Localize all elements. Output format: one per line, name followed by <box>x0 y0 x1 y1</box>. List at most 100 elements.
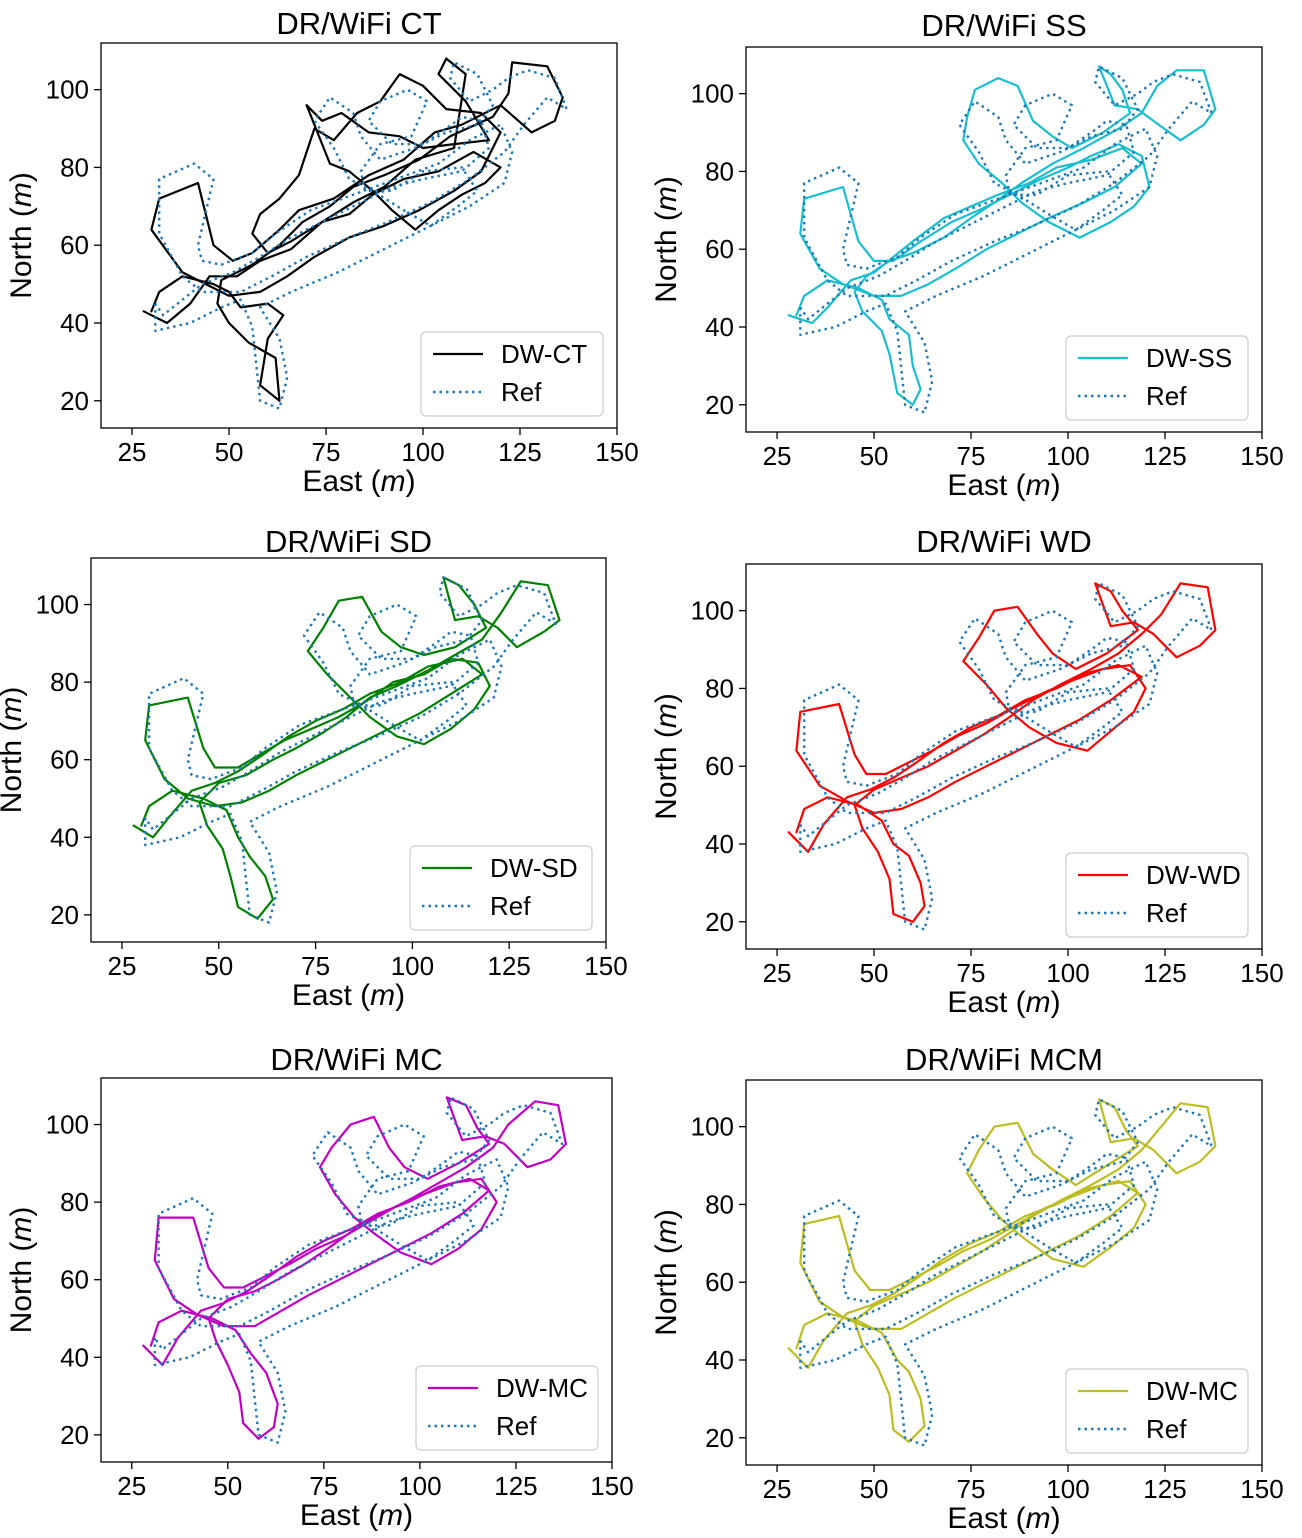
legend: DW-SS Ref <box>1065 335 1249 421</box>
x-tick-label: 150 <box>584 951 627 981</box>
x-tick-label: 150 <box>590 1471 633 1501</box>
x-tick-label: 150 <box>1240 958 1283 988</box>
x-axis-label: East (m) <box>292 979 405 1012</box>
y-tick-label: 100 <box>691 596 734 626</box>
chart-title: DR/WiFi CT <box>276 6 441 41</box>
legend-label: DW-CT <box>501 339 587 369</box>
x-axis-label: East (m) <box>300 1499 413 1532</box>
series-line-dw-mc <box>142 1096 567 1440</box>
x-axis-label: East (m) <box>947 986 1060 1019</box>
x-tick-label: 25 <box>763 1474 792 1504</box>
axes-frame <box>745 1079 1263 1466</box>
x-tick-label: 125 <box>488 951 531 981</box>
legend-label: DW-WD <box>1146 860 1241 890</box>
y-tick-label: 80 <box>60 1187 89 1217</box>
legend: DW-SD Ref <box>409 845 593 931</box>
x-tick-label: 50 <box>860 441 889 471</box>
plot-area <box>142 57 568 410</box>
x-tick-label: 125 <box>1143 1474 1186 1504</box>
plot-area <box>787 1098 1217 1447</box>
x-tick-label: 25 <box>117 1471 146 1501</box>
legend-label: Ref <box>501 377 542 407</box>
series-line-ref <box>153 1096 564 1444</box>
legend-label: DW-SS <box>1146 343 1232 373</box>
legend-label: Ref <box>1146 1414 1187 1444</box>
series-line-dw-mc <box>787 1098 1217 1443</box>
y-axis-label: North (m) <box>5 172 38 299</box>
y-tick-label: 80 <box>60 152 89 182</box>
x-tick-label: 125 <box>498 437 541 467</box>
chart-title: DR/WiFi MCM <box>905 1042 1103 1077</box>
series-line-dw-ct <box>142 57 564 402</box>
x-tick-label: 50 <box>204 951 233 981</box>
y-tick-label: 20 <box>50 900 79 930</box>
y-tick-label: 80 <box>705 1189 734 1219</box>
y-axis-label: North (m) <box>0 687 28 814</box>
axes-frame <box>745 46 1263 433</box>
x-tick-label: 50 <box>213 1471 242 1501</box>
x-tick-label: 50 <box>215 437 244 467</box>
series-line-ref <box>799 65 1213 414</box>
y-tick-label: 60 <box>705 751 734 781</box>
axes-frame <box>100 1077 613 1463</box>
y-tick-label: 40 <box>705 1345 734 1375</box>
y-tick-label: 100 <box>691 1112 734 1142</box>
legend-label: Ref <box>496 1411 537 1441</box>
x-tick-label: 75 <box>312 437 341 467</box>
plot-area <box>787 65 1217 414</box>
x-tick-label: 100 <box>398 1471 441 1501</box>
y-tick-label: 100 <box>46 1110 89 1140</box>
x-axis-label: East (m) <box>302 465 415 498</box>
y-tick-label: 40 <box>705 312 734 342</box>
y-tick-label: 60 <box>60 1265 89 1295</box>
y-tick-label: 80 <box>50 667 79 697</box>
y-tick-label: 60 <box>705 1267 734 1297</box>
series-line-dw-sd <box>132 576 561 920</box>
y-tick-label: 60 <box>705 234 734 264</box>
y-tick-label: 40 <box>705 829 734 859</box>
x-tick-label: 25 <box>763 441 792 471</box>
chart-title: DR/WiFi SS <box>921 8 1086 43</box>
y-tick-label: 20 <box>705 907 734 937</box>
y-tick-label: 40 <box>60 308 89 338</box>
legend-label: DW-MC <box>496 1373 588 1403</box>
y-tick-label: 20 <box>705 1423 734 1453</box>
y-tick-label: 100 <box>691 79 734 109</box>
y-tick-label: 60 <box>50 745 79 775</box>
plot-area <box>142 1096 567 1444</box>
legend: DW-CT Ref <box>420 331 604 417</box>
x-axis-label: East (m) <box>947 469 1060 502</box>
x-tick-label: 50 <box>860 958 889 988</box>
y-tick-label: 40 <box>50 822 79 852</box>
y-tick-label: 100 <box>46 75 89 105</box>
x-tick-label: 100 <box>401 437 444 467</box>
x-tick-label: 75 <box>301 951 330 981</box>
x-tick-label: 125 <box>494 1471 537 1501</box>
y-tick-label: 20 <box>60 1420 89 1450</box>
legend-label: Ref <box>1146 898 1187 928</box>
y-tick-label: 20 <box>60 386 89 416</box>
x-tick-label: 125 <box>1143 958 1186 988</box>
y-axis-label: North (m) <box>650 1209 683 1336</box>
axes-frame <box>745 563 1263 950</box>
x-tick-label: 25 <box>763 958 792 988</box>
y-tick-label: 40 <box>60 1342 89 1372</box>
legend-label: DW-SD <box>490 853 578 883</box>
legend: DW-MC Ref <box>415 1365 599 1451</box>
legend: DW-WD Ref <box>1065 852 1249 938</box>
x-tick-label: 150 <box>1240 1474 1283 1504</box>
y-axis-label: North (m) <box>650 176 683 303</box>
y-tick-label: 20 <box>705 390 734 420</box>
y-tick-label: 80 <box>705 673 734 703</box>
axes-frame <box>90 557 607 943</box>
series-line-ref <box>799 1098 1213 1447</box>
x-tick-label: 150 <box>1240 441 1283 471</box>
plot-area <box>787 582 1217 931</box>
x-tick-label: 100 <box>1046 958 1089 988</box>
x-tick-label: 25 <box>118 437 147 467</box>
x-tick-label: 50 <box>860 1474 889 1504</box>
